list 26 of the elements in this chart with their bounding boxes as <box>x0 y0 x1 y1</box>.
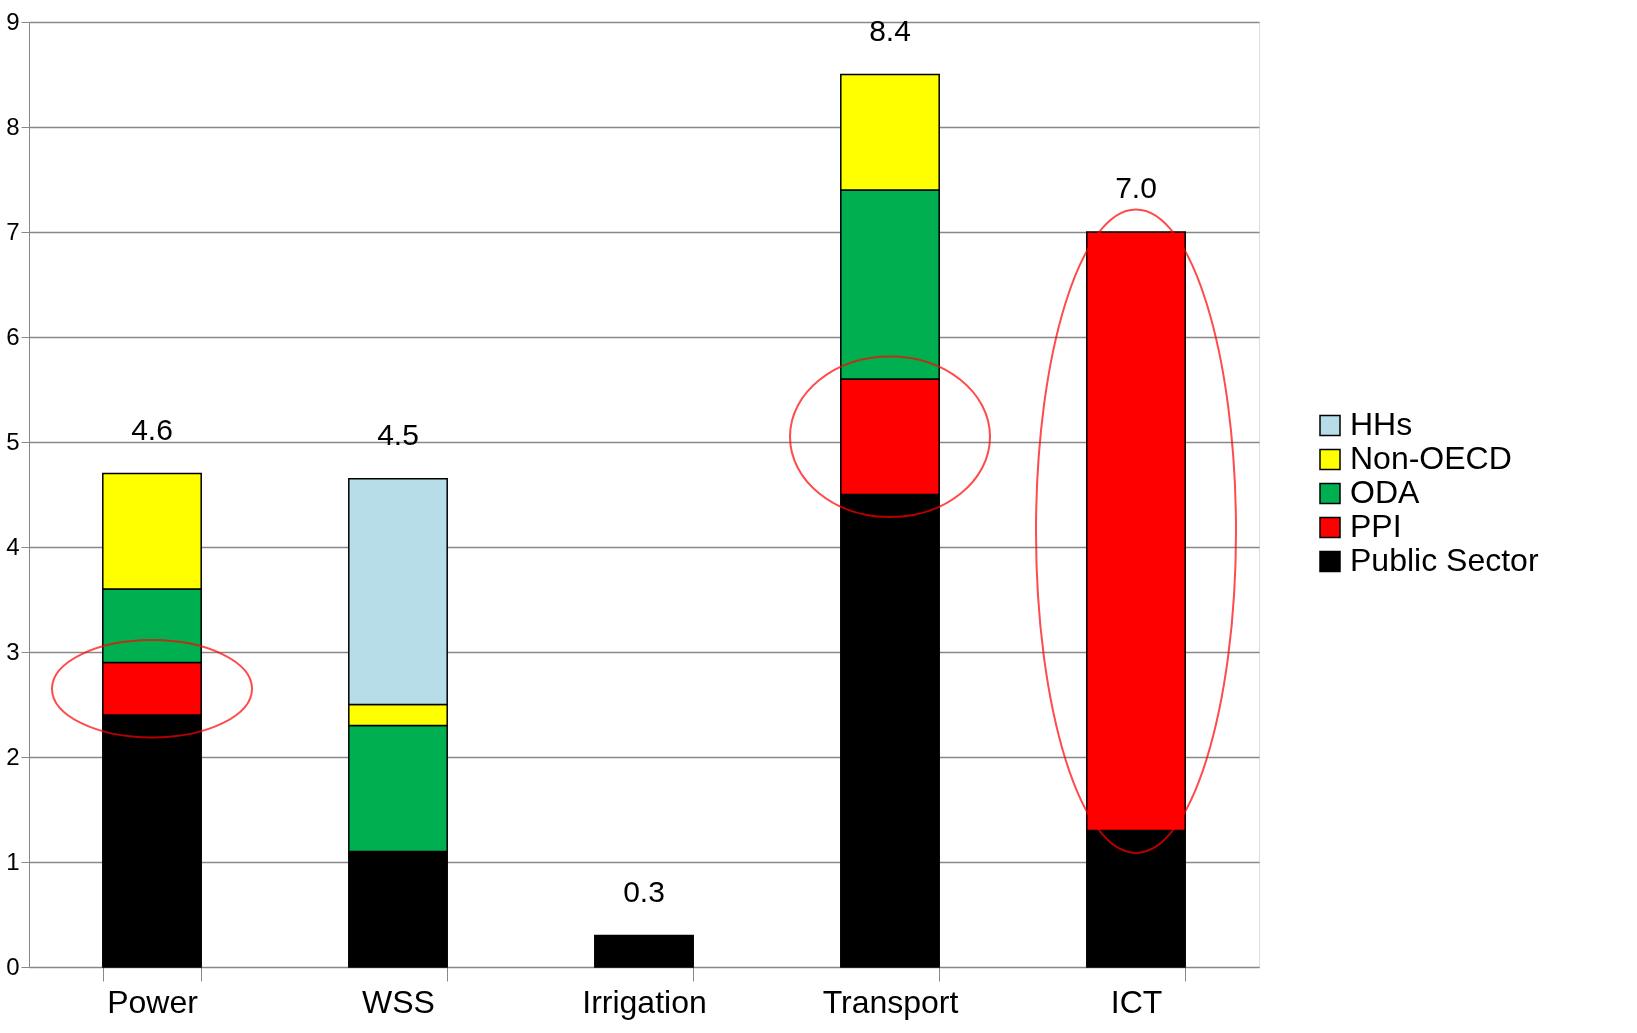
legend-label: Non-OECD <box>1350 440 1512 477</box>
y-tick-label: 9 <box>6 7 20 35</box>
y-tick-label: 2 <box>6 742 20 770</box>
legend-label: HHs <box>1350 406 1413 443</box>
legend-label: PPI <box>1350 508 1402 545</box>
x-tick-label: ICT <box>1110 983 1163 1020</box>
y-tick-label: 3 <box>6 637 20 665</box>
total-label: 0.3 <box>623 874 665 908</box>
x-tick-label: Irrigation <box>582 983 707 1020</box>
total-label: 8.4 <box>869 13 911 47</box>
y-tick-label: 8 <box>6 112 20 140</box>
x-tick-label: WSS <box>362 983 435 1020</box>
y-tick-label: 4 <box>6 532 20 560</box>
y-tick-label: 6 <box>6 322 20 350</box>
y-tick-label: 5 <box>6 427 20 455</box>
x-tick-label: Power <box>107 983 199 1020</box>
total-label: 4.6 <box>131 412 173 446</box>
bar <box>594 934 694 968</box>
y-tick-label: 1 <box>6 847 20 875</box>
total-label: 4.5 <box>377 417 419 451</box>
total-label: 7.0 <box>1115 171 1157 204</box>
x-tick-label: Transport <box>822 983 959 1020</box>
legend-label: Public Sector <box>1350 542 1539 579</box>
legend-label: ODA <box>1350 474 1420 511</box>
y-tick-label: 7 <box>6 217 20 245</box>
y-tick-label: 0 <box>6 952 20 980</box>
